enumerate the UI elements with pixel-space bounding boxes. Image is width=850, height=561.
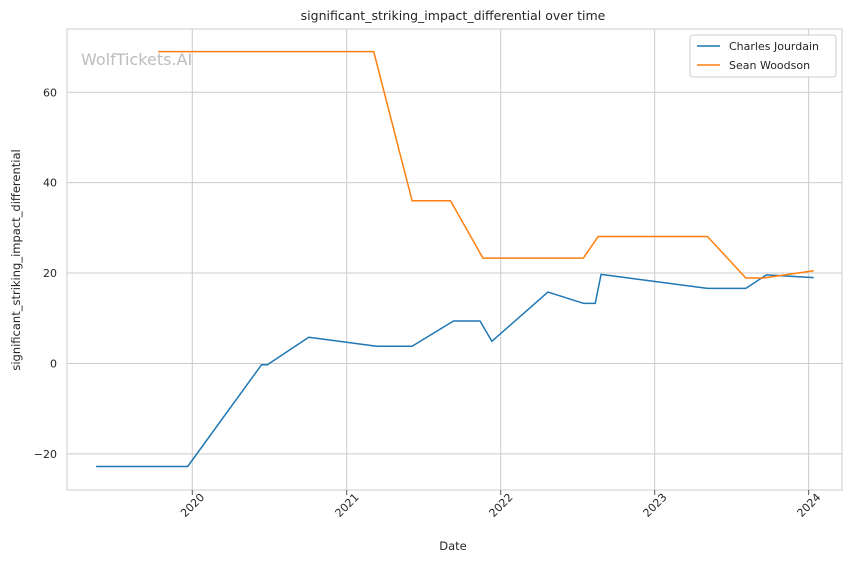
grid xyxy=(67,29,842,490)
legend-box xyxy=(689,34,837,78)
x-tick-label: 2021 xyxy=(333,491,362,520)
y-axis-title: significant_striking_impact_differential xyxy=(9,149,23,370)
y-tick-label: 60 xyxy=(43,86,57,99)
legend-label-sean-woodson: Sean Woodson xyxy=(729,59,810,72)
y-axis-ticks: −20 0 20 40 60 xyxy=(34,86,57,461)
y-tick-label: 20 xyxy=(43,267,57,280)
series-lines xyxy=(96,50,814,468)
x-tick-label: 2024 xyxy=(795,491,824,520)
legend-label-charles-jourdain: Charles Jourdain xyxy=(729,40,819,53)
plot-area-frame xyxy=(66,28,843,491)
y-tick-label: 0 xyxy=(50,357,57,370)
x-tick-label: 2022 xyxy=(487,491,516,520)
chart-title: significant_striking_impact_differential… xyxy=(301,8,606,23)
x-axis-ticks: 2020 2021 2022 2023 2024 xyxy=(178,490,824,520)
series-line-sean-woodson xyxy=(158,50,814,279)
y-tick-label: −20 xyxy=(34,448,57,461)
x-tick-label: 2020 xyxy=(178,491,207,520)
x-tick-label: 2023 xyxy=(641,491,670,520)
y-tick-label: 40 xyxy=(43,177,57,190)
watermark-text: WolfTickets.AI xyxy=(81,50,192,69)
series-line-charles-jourdain xyxy=(96,273,814,468)
legend: Charles Jourdain Sean Woodson xyxy=(689,34,837,78)
x-axis-title: Date xyxy=(439,539,467,553)
